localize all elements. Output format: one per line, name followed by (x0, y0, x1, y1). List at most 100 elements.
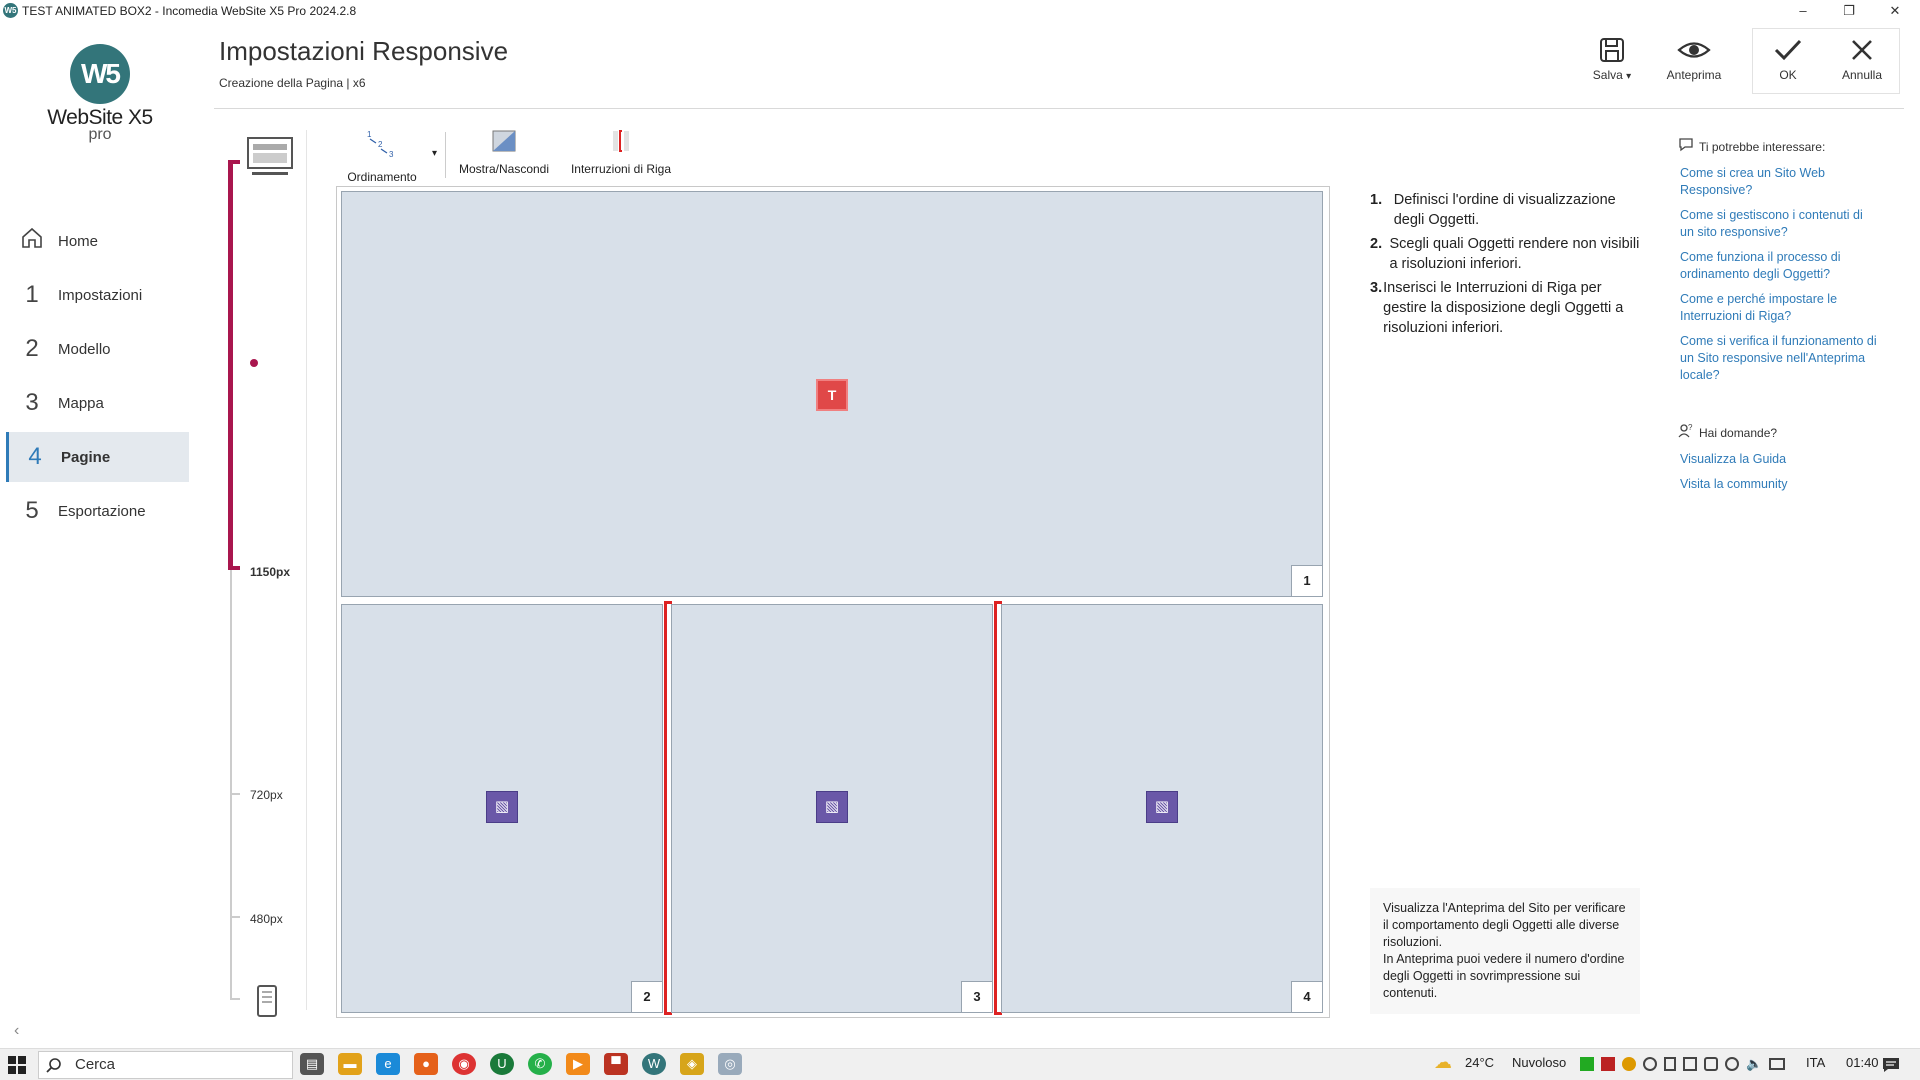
tray-icon[interactable] (1664, 1057, 1676, 1071)
sidebar-item-label: Pagine (61, 448, 111, 466)
page-title: Impostazioni Responsive (219, 36, 509, 66)
sidebar-item-home[interactable]: Home (6, 216, 189, 266)
ordering-dropdown-icon[interactable]: ▾ (432, 148, 438, 159)
edge-icon[interactable]: e (376, 1053, 400, 1075)
image-object-icon[interactable]: ▧ (816, 791, 848, 823)
breakpoint-label-480[interactable]: 480px (250, 912, 283, 926)
svg-text:?: ? (1688, 423, 1693, 432)
sidebar-item-esportazione[interactable]: 5 Esportazione (6, 486, 189, 536)
whatsapp-icon[interactable]: ✆ (528, 1053, 552, 1075)
cancel-x-icon (1822, 36, 1902, 68)
weather-desc[interactable]: Nuvoloso (1512, 1055, 1567, 1070)
ruler-active-bottom-tick (228, 566, 240, 570)
tray-icon[interactable] (1725, 1057, 1739, 1071)
tray-icon[interactable] (1622, 1057, 1636, 1071)
sidebar-collapse-icon[interactable]: ‹ (14, 1022, 20, 1039)
cancel-label: Annulla (1841, 68, 1883, 82)
app-icon-grey[interactable]: ◎ (718, 1053, 742, 1075)
ruler-active-range (228, 160, 233, 570)
help-link[interactable]: Come si crea un Sito Web Responsive? (1680, 166, 1825, 197)
cell-order-number: 2 (631, 981, 663, 1013)
weather-temp[interactable]: 24°C (1465, 1055, 1495, 1070)
help-link[interactable]: Come si verifica il funzionamento di un … (1680, 334, 1877, 382)
clock[interactable]: 01:40 (1846, 1055, 1879, 1070)
desktop-icon[interactable] (246, 136, 294, 183)
app-icon-yellow[interactable]: ◈ (680, 1053, 704, 1075)
check-icon (1748, 36, 1828, 68)
breakpoint-label-720[interactable]: 720px (250, 788, 283, 802)
tip-text-1: Visualizza l'Anteprima del Sito per veri… (1383, 901, 1626, 949)
header-divider (214, 108, 1904, 109)
help-link[interactable]: Come si gestiscono i contenuti di un sit… (1680, 208, 1863, 239)
line-breaks-button[interactable]: Interruzioni di Riga (566, 128, 676, 176)
system-tray-icons[interactable]: 🔈 (1580, 1054, 1796, 1074)
ruler-tick-480 (230, 916, 240, 918)
cancel-button[interactable]: Annulla (1822, 36, 1902, 92)
grid-cell-2[interactable]: ▧ 2 (341, 604, 663, 1013)
step-text: Scegli quali Oggetti rendere non visibil… (1389, 236, 1640, 272)
preview-button[interactable]: Anteprima (1654, 36, 1734, 92)
chat-icon (1678, 136, 1694, 157)
website-x5-icon[interactable]: W (642, 1053, 666, 1075)
tip-text-2: In Anteprima puoi vedere il numero d'ord… (1383, 952, 1625, 1000)
chrome-icon[interactable]: ◉ (452, 1053, 476, 1075)
ok-button[interactable]: OK (1748, 36, 1828, 92)
community-link[interactable]: Visita la community (1680, 477, 1788, 491)
windows-start-icon[interactable] (8, 1056, 26, 1079)
image-object-icon[interactable]: ▧ (486, 791, 518, 823)
speaker-icon[interactable]: 🔈 (1746, 1056, 1763, 1071)
preview-tip: Visualizza l'Anteprima del Sito per veri… (1370, 888, 1640, 1014)
save-icon (1572, 36, 1652, 68)
search-icon (46, 1057, 62, 1078)
sidebar-item-number: 3 (25, 389, 39, 416)
sidebar-item-label: Esportazione (58, 502, 146, 520)
restore-button[interactable]: ❐ (1843, 3, 1855, 18)
upwork-icon[interactable]: U (490, 1053, 514, 1075)
line-break-marker[interactable] (994, 601, 1002, 1015)
sidebar-item-modello[interactable]: 2 Modello (6, 324, 189, 374)
network-icon[interactable] (1769, 1058, 1786, 1070)
eye-icon (1654, 36, 1734, 68)
task-view-icon[interactable]: ▤ (300, 1053, 324, 1075)
save-dropdown-icon[interactable]: ▾ (1626, 71, 1632, 82)
svg-text:1: 1 (367, 130, 372, 139)
sidebar-item-pagine[interactable]: 4 Pagine (6, 432, 189, 482)
sidebar-item-number: 4 (28, 443, 42, 470)
save-button[interactable]: Salva ▾ (1572, 36, 1652, 92)
taskbar-search-box[interactable]: Cerca (38, 1051, 293, 1079)
preview-label: Anteprima (1666, 68, 1722, 82)
grid-cell-1[interactable]: T 1 (341, 191, 1323, 597)
mobile-icon[interactable] (256, 984, 278, 1023)
save-label: Salva (1592, 68, 1623, 82)
sidebar-item-label: Modello (58, 340, 111, 358)
show-hide-label: Mostra/Nascondi (458, 162, 550, 176)
grid-cell-4[interactable]: ▧ 4 (1001, 604, 1323, 1013)
sidebar-item-mappa[interactable]: 3 Mappa (6, 378, 189, 428)
breakpoint-label-1150[interactable]: 1150px (250, 565, 291, 579)
sidebar-item-impostazioni[interactable]: 1 Impostazioni (6, 270, 189, 320)
tray-icon[interactable] (1580, 1057, 1594, 1071)
guide-link[interactable]: Visualizza la Guida (1680, 452, 1787, 466)
faq-section-header: ? Hai domande? (1678, 422, 1777, 443)
media-player-icon[interactable]: ▶ (566, 1053, 590, 1075)
minimize-button[interactable]: – (1799, 3, 1807, 18)
tray-icon[interactable] (1704, 1057, 1718, 1071)
notification-icon[interactable] (1882, 1057, 1900, 1078)
firefox-icon[interactable]: ● (414, 1053, 438, 1075)
help-link[interactable]: Come e perché impostare le Interruzioni … (1680, 292, 1838, 323)
grid-cell-3[interactable]: ▧ 3 (671, 604, 993, 1013)
file-explorer-icon[interactable]: ▬ (338, 1053, 362, 1075)
tray-icon[interactable] (1683, 1057, 1697, 1071)
show-hide-button[interactable]: Mostra/Nascondi (454, 128, 554, 176)
tray-icon[interactable] (1601, 1057, 1615, 1071)
close-button[interactable]: ✕ (1889, 3, 1901, 18)
language-indicator[interactable]: ITA (1806, 1055, 1826, 1070)
image-object-icon[interactable]: ▧ (1146, 791, 1178, 823)
text-object-icon[interactable]: T (816, 379, 848, 411)
ruler-current-marker[interactable] (250, 359, 258, 367)
tray-icon[interactable] (1643, 1057, 1657, 1071)
line-break-marker[interactable] (664, 601, 672, 1015)
help-link[interactable]: Come funziona il processo di ordinamento… (1680, 250, 1841, 281)
app-icon-red[interactable]: ▀ (604, 1053, 628, 1075)
